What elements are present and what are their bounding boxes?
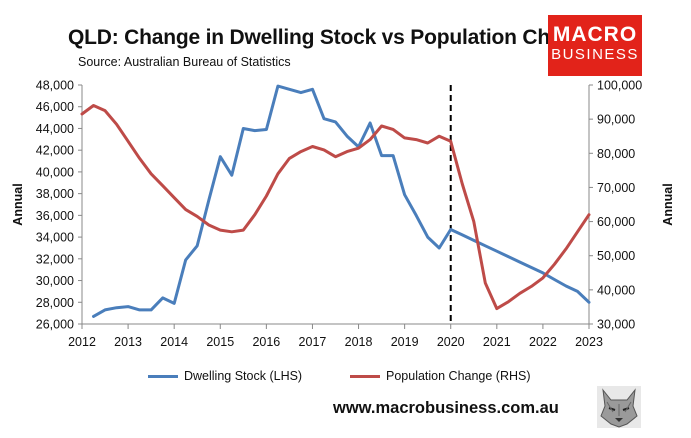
right-tick-label: 50,000 (597, 249, 635, 263)
left-tick-label: 44,000 (36, 122, 74, 136)
population-change-line (80, 104, 591, 311)
right-tick-label: 70,000 (597, 181, 635, 195)
x-tick-label: 2012 (68, 335, 96, 349)
legend-swatch-population (350, 374, 380, 378)
legend-label-population: Population Change (RHS) (386, 369, 531, 383)
x-tick-label: 2014 (160, 335, 188, 349)
logo-line-2: BUSINESS (551, 46, 639, 63)
x-tick-label: 2015 (206, 335, 234, 349)
legend-item-dwelling: Dwelling Stock (LHS) (148, 369, 302, 383)
right-tick-label: 100,000 (597, 79, 642, 93)
left-tick-label: 46,000 (36, 100, 74, 114)
left-tick-label: 40,000 (36, 165, 74, 179)
dwelling-stock-line (92, 84, 591, 318)
legend-label-dwelling: Dwelling Stock (LHS) (184, 369, 303, 383)
x-tick-label: 2018 (345, 335, 373, 349)
x-tick-label: 2022 (529, 335, 557, 349)
legend-item-population: Population Change (RHS) (350, 369, 531, 383)
chart-title: QLD: Change in Dwelling Stock vs Populat… (68, 26, 599, 49)
chart-source: Source: Australian Bureau of Statistics (78, 55, 291, 69)
left-tick-label: 32,000 (36, 252, 74, 266)
right-tick-label: 30,000 (597, 318, 635, 332)
left-tick-label: 34,000 (36, 231, 74, 245)
right-axis-title: Annual (661, 183, 675, 225)
x-tick-label: 2020 (437, 335, 465, 349)
left-tick-label: 28,000 (36, 296, 74, 310)
left-tick-label: 26,000 (36, 318, 74, 332)
right-tick-label: 90,000 (597, 113, 635, 127)
left-tick-label: 48,000 (36, 79, 74, 93)
right-tick-label: 80,000 (597, 147, 635, 161)
x-tick-label: 2021 (483, 335, 511, 349)
left-axis-title: Annual (11, 183, 25, 225)
macrobusiness-logo: MACRO BUSINESS (548, 15, 642, 76)
website-url: www.macrobusiness.com.au (333, 399, 559, 417)
x-tick-label: 2017 (299, 335, 327, 349)
x-tick-label: 2019 (391, 335, 419, 349)
left-tick-label: 38,000 (36, 187, 74, 201)
wolf-icon (597, 386, 641, 428)
x-tick-label: 2013 (114, 335, 142, 349)
legend-swatch-dwelling (148, 374, 178, 378)
right-tick-label: 40,000 (597, 283, 635, 297)
left-tick-label: 36,000 (36, 209, 74, 223)
left-tick-label: 42,000 (36, 144, 74, 158)
logo-line-1: MACRO (552, 23, 638, 46)
right-tick-label: 60,000 (597, 215, 635, 229)
x-tick-label: 2016 (252, 335, 280, 349)
x-tick-label: 2023 (575, 335, 603, 349)
left-tick-label: 30,000 (36, 274, 74, 288)
